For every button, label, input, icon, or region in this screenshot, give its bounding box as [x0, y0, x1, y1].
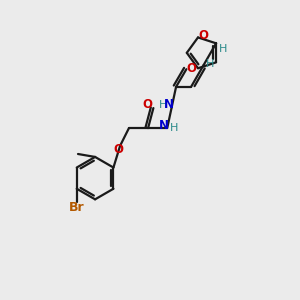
- Text: O: O: [186, 62, 197, 75]
- Text: N: N: [164, 98, 174, 111]
- Text: H: H: [218, 44, 227, 54]
- Text: N: N: [159, 118, 169, 132]
- Text: H: H: [159, 100, 167, 110]
- Text: O: O: [114, 143, 124, 156]
- Text: Br: Br: [69, 201, 85, 214]
- Text: O: O: [198, 29, 208, 43]
- Text: H: H: [169, 123, 178, 133]
- Text: H: H: [206, 58, 214, 69]
- Text: O: O: [142, 98, 152, 111]
